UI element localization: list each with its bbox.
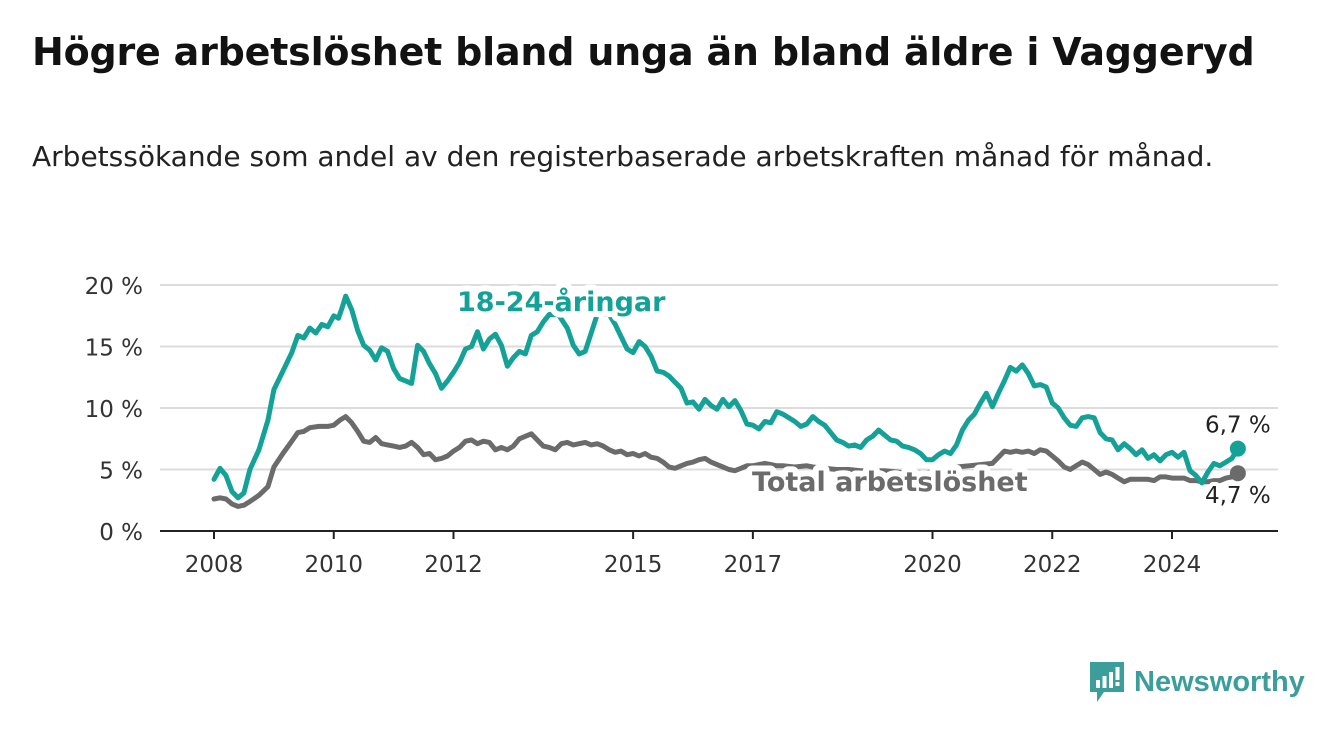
y-tick-label: 15 %: [85, 336, 143, 362]
series-label-total-halo: Total arbetslöshet: [752, 467, 1028, 498]
end-label-young-halo: 6,7 %: [1205, 413, 1271, 439]
end-label-young: 6,7 %: [1205, 413, 1271, 439]
y-axis-ticks: 0 % 5 % 10 % 15 % 20 %: [85, 274, 143, 546]
series-label-young: 18-24-åringar: [457, 286, 666, 318]
y-tick-label: 20 %: [85, 274, 143, 300]
x-tick-label: 2020: [903, 552, 962, 578]
y-tick-label: 0 %: [99, 520, 143, 546]
series-line-18-24-ringar: [211, 293, 1241, 501]
x-tick-label: 2008: [185, 552, 244, 578]
x-axis-ticks: 2008 2010 2012 2015 2017 2020 2022 2024: [185, 531, 1202, 578]
series-end-dot-18-24-ringar: [1229, 440, 1246, 457]
x-tick-label: 2015: [604, 552, 663, 578]
chart-subtitle: Arbetssökande som andel av den registerb…: [32, 140, 1214, 173]
series-line-total-arbetsl-shet: [211, 414, 1241, 509]
end-label-total: 4,7 %: [1205, 483, 1271, 509]
end-label-total-halo: 4,7 %: [1205, 483, 1271, 509]
x-tick-label: 2024: [1143, 552, 1202, 578]
series-end-dot-total-arbetsl-shet: [1229, 465, 1246, 482]
series-label-total: Total arbetslöshet: [752, 467, 1028, 498]
x-tick-label: 2022: [1023, 552, 1082, 578]
y-tick-label: 10 %: [85, 397, 143, 423]
x-tick-label: 2017: [724, 552, 783, 578]
series-label-young-halo: 18-24-åringar: [457, 286, 666, 318]
series-lines: [211, 293, 1246, 509]
x-tick-label: 2012: [424, 552, 483, 578]
gridlines: [160, 284, 1278, 532]
x-tick-label: 2010: [304, 552, 363, 578]
newsworthy-logo-icon: [1090, 662, 1124, 702]
chart-title: Högre arbetslöshet bland unga än bland ä…: [32, 30, 1255, 74]
brand-name: Newsworthy: [1134, 665, 1305, 698]
y-tick-label: 5 %: [99, 459, 143, 485]
newsworthy-brand: Newsworthy: [1088, 660, 1305, 704]
